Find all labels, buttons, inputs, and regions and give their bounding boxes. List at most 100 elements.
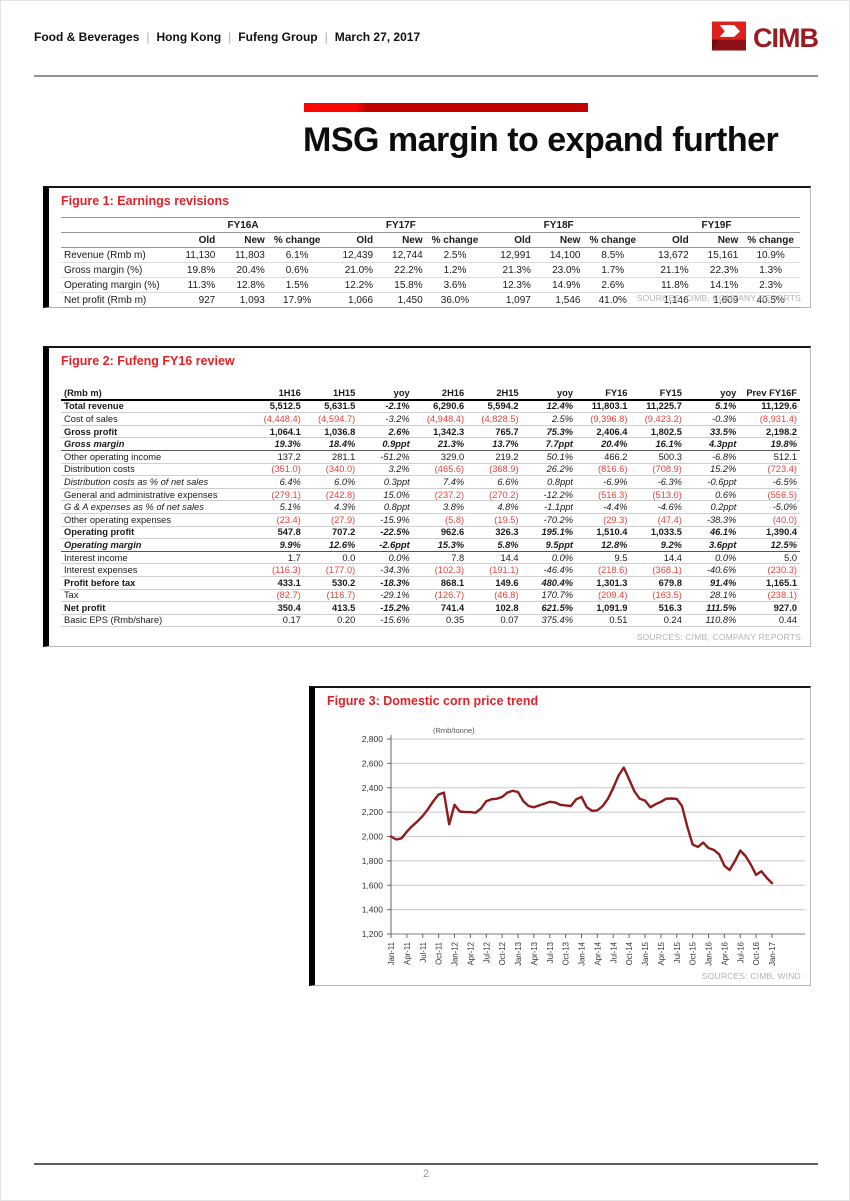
column-header-cell: Old (484, 232, 534, 248)
x-tick-label: Jan-13 (514, 942, 523, 966)
table-cell: 0.0% (521, 551, 577, 565)
table-cell: -15.2% (358, 601, 413, 615)
table-cell: 0.35 (412, 614, 468, 628)
row-label: Revenue (Rmb m) (61, 247, 169, 263)
table-cell: 1,146 (642, 292, 692, 308)
corn-price-chart: 1,200 1,400 1,600 1,800 2,000 2,200 2,400 2,600… (327, 711, 805, 982)
table-cell: 516.3 (630, 601, 685, 615)
table-row: Net profit (Rmb m) 927 1,093 17.9% 1,066 1,45… (61, 292, 800, 308)
table-cell: 413.5 (303, 601, 359, 615)
table-cell: 375.4% (521, 614, 577, 628)
table-row: Cost of sales (4,448.4) (4,594.7) -3.2% (4,9… (61, 412, 800, 426)
table-cell: (368.9) (467, 463, 522, 477)
column-header-cell: New (376, 232, 426, 248)
row-label: Operating margin (%) (61, 277, 169, 293)
table-cell: 1,510.4 (576, 525, 631, 540)
table-cell: (9,396.8) (576, 412, 631, 426)
fy-group-header-row: FY16A FY17F FY18F FY19F (61, 217, 800, 233)
row-label: General and administrative expenses (61, 488, 250, 502)
table-cell: 11,130 (168, 247, 219, 263)
table-cell: 149.6 (467, 575, 522, 590)
table-cell: 22.3% (691, 262, 742, 278)
table-cell: 19.3% (249, 437, 304, 451)
table-cell: 8.5% (583, 247, 643, 263)
table-cell: (242.8) (303, 488, 359, 502)
x-tick-label: Jul-12 (482, 942, 491, 963)
table-cell: 3.6ppt (684, 538, 740, 552)
table-row: Basic EPS (Rmb/share) 0.17 0.20 -15.6% 0.35 0… (61, 614, 800, 628)
table-cell: (351.0) (249, 463, 304, 477)
table-cell: 11,803.1 (576, 399, 631, 414)
table-cell: 15,161 (691, 247, 742, 263)
table-cell: 17.9% (267, 292, 327, 308)
table-cell: 868.1 (412, 575, 468, 590)
column-header-cell: Old (168, 232, 219, 248)
breadcrumb-separator: | (146, 30, 150, 44)
table-cell: 0.9ppt (358, 437, 413, 451)
breadcrumb-separator: | (228, 30, 232, 44)
table-cell: 9.2% (630, 538, 685, 552)
table-cell: 26.2% (521, 463, 577, 477)
table-cell: (46.8) (467, 589, 522, 603)
column-header-cell: yoy (358, 387, 413, 401)
table-cell: (23.4) (249, 513, 304, 527)
row-label: Distribution costs as % of net sales (61, 475, 250, 489)
table-cell: 1,093 (218, 292, 268, 308)
table-cell: (4,828.5) (467, 412, 522, 426)
table-cell: 4.3ppt (684, 437, 740, 451)
table-cell: 111.5% (684, 601, 740, 615)
figure-2-title: Figure 2: Fufeng FY16 review (61, 354, 235, 368)
table-cell: 962.6 (412, 525, 468, 540)
table-cell: 14.4 (630, 551, 685, 565)
table-cell: 1,609 (691, 292, 742, 308)
table-cell: (19.5) (467, 513, 522, 527)
column-header-cell: % change (741, 232, 800, 248)
title-accent-bar (304, 103, 588, 112)
table-cell: 329.0 (412, 450, 468, 464)
table-cell: -15.6% (358, 614, 413, 628)
sub-header-row: Old New% change Old New% change Old New% chan… (61, 232, 800, 248)
fy16-review-table: (Rmb m) 1H16 1H15 yoy 2H16 2H15 yoy FY16 FY15 yoy… (61, 387, 800, 628)
table-cell: 12,991 (484, 247, 534, 263)
table-cell: 6.6% (467, 475, 522, 489)
table-cell: 21.3% (412, 437, 468, 451)
table-cell: -3.2% (358, 412, 413, 426)
table-cell: 2.3% (741, 277, 800, 293)
table-cell: 12.2% (326, 277, 377, 293)
row-label: Interest income (61, 551, 250, 565)
fy-group-header-cell: FY17F (376, 217, 426, 233)
table-cell: 281.1 (303, 450, 359, 464)
table-cell: 195.1% (521, 525, 577, 540)
table-cell: 14.4 (467, 551, 522, 565)
breadcrumb-segment: March 27, 2017 (334, 30, 421, 44)
table-cell: 46.1% (684, 525, 740, 540)
table-cell: -51.2% (358, 450, 413, 464)
row-label: Net profit (61, 601, 250, 615)
table-cell: (237.2) (412, 488, 468, 502)
table-cell: 3.2% (358, 463, 413, 477)
y-tick-label: 1,600 (362, 880, 384, 890)
table-cell: 0.24 (630, 614, 685, 628)
x-tick-label: Jan-14 (578, 941, 587, 966)
table-row: Other operating income 137.2 281.1 -51.2% 32… (61, 450, 800, 464)
report-header: Food & Beverages | Hong Kong | Fufeng Group |… (34, 21, 819, 56)
table-row: Profit before tax 433.1 530.2 -18.3% 868.1 14… (61, 575, 800, 590)
table-cell: 20.4% (576, 437, 631, 451)
x-tick-label: Jan-17 (768, 942, 777, 966)
table-cell: 0.0% (358, 551, 413, 565)
table-cell: (102.3) (412, 563, 468, 577)
column-header-cell: % change (425, 232, 485, 248)
table-cell: 350.4 (249, 601, 304, 615)
x-tick-label: Apr-16 (720, 942, 729, 965)
table-cell: 9.9% (249, 538, 304, 552)
table-cell: 2.6% (583, 277, 643, 293)
table-row: Net profit 350.4 413.5 -15.2% 741.4 102.8 621.… (61, 601, 800, 615)
breadcrumb-segment: Food & Beverages (34, 30, 140, 44)
cimb-logo-icon (712, 21, 746, 56)
table-cell: (209.4) (576, 589, 631, 603)
table-cell: 12.8% (218, 277, 268, 293)
table-cell: 219.2 (467, 450, 522, 464)
y-tick-label: 1,800 (362, 856, 384, 866)
table-cell: 9.5ppt (521, 538, 577, 552)
table-cell: 1.3% (741, 262, 800, 278)
